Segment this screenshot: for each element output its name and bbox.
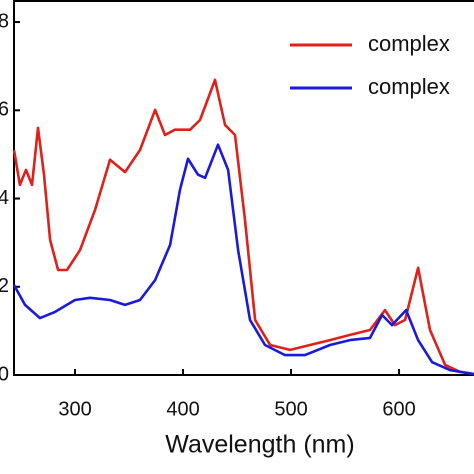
x-tick-label: 400 — [166, 398, 199, 420]
y-tick-label: 0.4 — [0, 187, 9, 209]
x-tick-label: 300 — [58, 398, 91, 420]
legend-label: complex — [368, 74, 450, 99]
legend-label: complex — [368, 31, 450, 56]
y-tick-label: 0.2 — [0, 275, 9, 297]
x-tick-label: 600 — [382, 398, 415, 420]
x-axis-label: Wavelength (nm) — [165, 431, 354, 459]
plot-frame — [13, 0, 474, 376]
y-tick-label: 0.8 — [0, 10, 9, 32]
y-tick-label: 0 — [0, 363, 9, 385]
series-line — [12, 78, 474, 376]
x-tick-label: 500 — [274, 398, 307, 420]
series-line — [12, 143, 474, 376]
y-tick-label: 0.6 — [0, 99, 9, 121]
